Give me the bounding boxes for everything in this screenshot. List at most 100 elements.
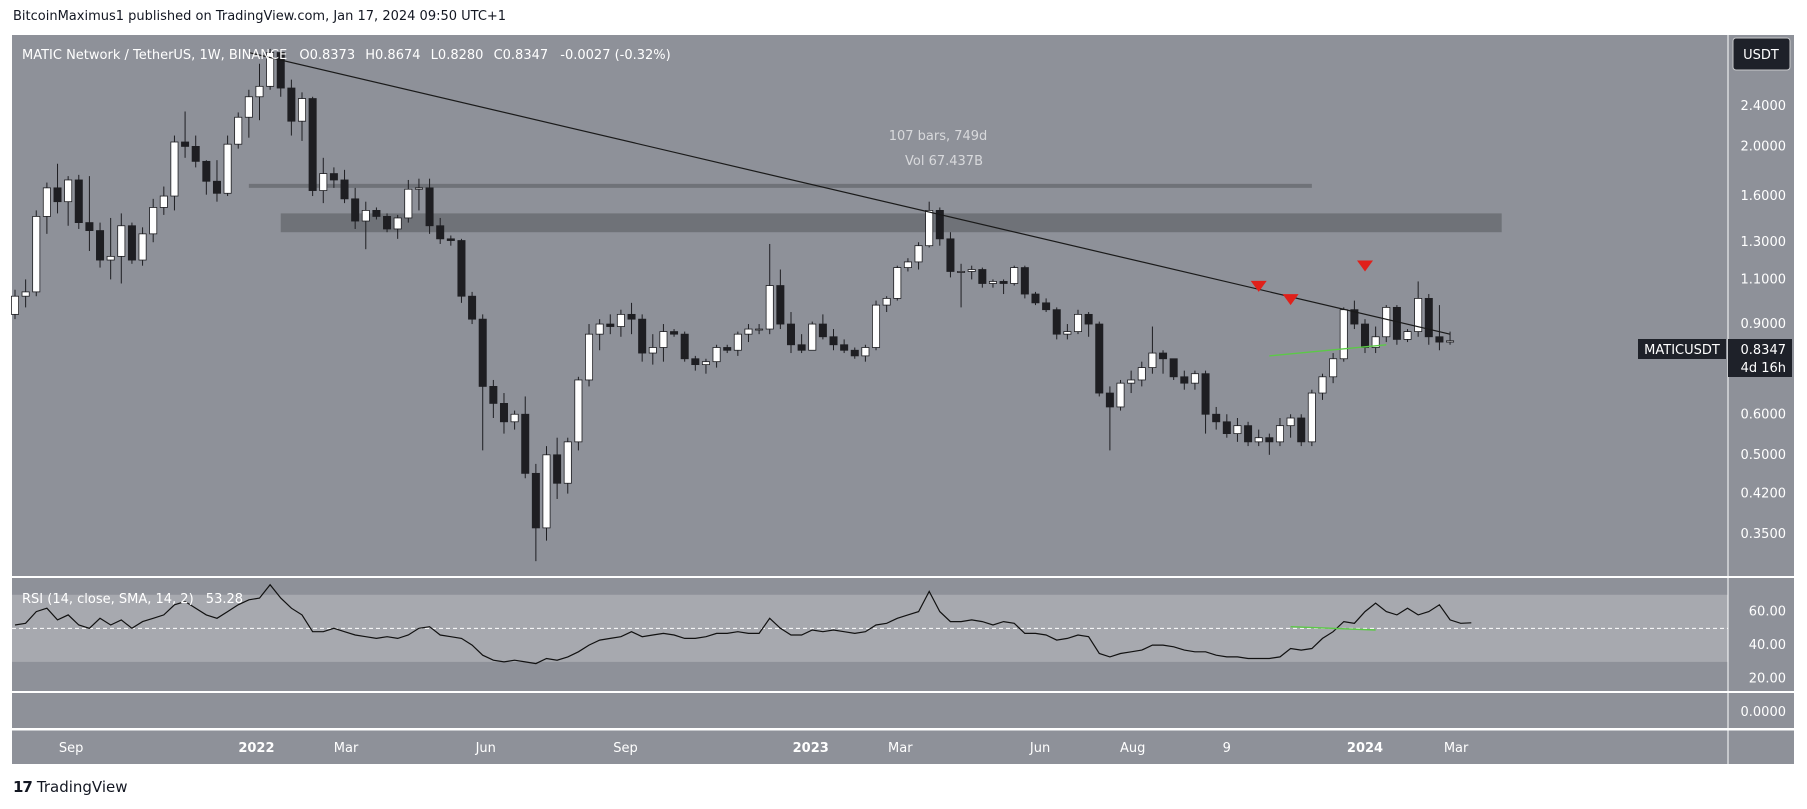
candle-body xyxy=(53,187,62,203)
time-axis-tick: 9 xyxy=(1223,741,1231,756)
candle xyxy=(85,176,94,251)
currency-button[interactable]: USDT xyxy=(1732,37,1791,71)
time-axis[interactable] xyxy=(12,730,1728,764)
candle xyxy=(818,314,827,340)
price-axis-tick: 0.5000 xyxy=(1741,448,1787,463)
candle-body xyxy=(797,344,806,351)
candle-body xyxy=(1201,373,1210,415)
candle xyxy=(436,217,445,244)
candle-body xyxy=(1020,267,1029,295)
price-axis[interactable] xyxy=(1728,35,1794,576)
candle-body xyxy=(170,141,179,197)
candle-body xyxy=(276,52,285,89)
price-pane[interactable] xyxy=(12,35,1728,576)
candle-body xyxy=(691,358,700,366)
candle-body xyxy=(712,347,721,363)
time-axis-tick: 2024 xyxy=(1347,741,1383,756)
candle xyxy=(606,314,615,335)
candle xyxy=(1233,417,1242,442)
time-axis-tick: Mar xyxy=(888,741,913,756)
tradingview-logo-icon: 17 xyxy=(13,778,33,796)
candle-body xyxy=(42,187,51,217)
tradingview-logo[interactable]: 17 TradingView xyxy=(13,778,128,796)
candle-body xyxy=(553,454,562,484)
signal-arrow-icon xyxy=(1250,280,1267,292)
candle-body xyxy=(1275,425,1284,443)
price-axis-tick: 2.4000 xyxy=(1741,99,1787,114)
candle-body xyxy=(988,281,997,284)
candle xyxy=(329,167,338,188)
candle-body xyxy=(1265,437,1274,443)
candle-body xyxy=(1159,352,1168,360)
candle-body xyxy=(1127,379,1136,384)
candle xyxy=(531,463,540,562)
candle xyxy=(659,324,668,362)
price-axis-tick: 0.6000 xyxy=(1741,407,1787,422)
candle xyxy=(914,242,923,270)
signal-arrow-icon xyxy=(1357,260,1374,272)
candle xyxy=(616,309,625,337)
tradingview-brand: TradingView xyxy=(36,778,128,796)
candle xyxy=(159,186,168,215)
candle xyxy=(712,344,721,368)
candle-body xyxy=(212,180,221,194)
candle-body xyxy=(298,98,307,122)
candle-body xyxy=(1350,309,1359,325)
candle-body xyxy=(542,454,551,529)
candle xyxy=(872,300,881,351)
candle xyxy=(223,135,232,197)
resistance-zone[interactable] xyxy=(280,213,1502,233)
candle xyxy=(988,279,997,288)
candle-body xyxy=(351,198,360,222)
resistance-zone[interactable] xyxy=(248,183,1312,188)
candle xyxy=(744,324,753,343)
candle xyxy=(468,291,477,325)
candle-body xyxy=(733,333,742,351)
change-value: -0.0027 (-0.32%) xyxy=(560,48,670,63)
price-tag-countdown: 4d 16h xyxy=(1741,361,1786,376)
candle xyxy=(627,302,636,335)
candle xyxy=(553,437,562,499)
signal-arrow-icon xyxy=(1282,294,1299,306)
price-tag: MATICUSDT 0.8347 4d 16h xyxy=(1638,339,1792,377)
candle-body xyxy=(191,146,200,162)
candle-body xyxy=(1010,267,1019,284)
candle-body xyxy=(1361,323,1370,348)
candle-body xyxy=(521,413,530,474)
candle-body xyxy=(786,323,795,346)
descending-trendline[interactable] xyxy=(248,51,1451,335)
candle xyxy=(276,48,285,97)
candle xyxy=(1254,429,1263,447)
rsi-axis-tick: 40.00 xyxy=(1749,638,1786,653)
candle-body xyxy=(840,344,849,351)
candle-body xyxy=(1318,376,1327,394)
candle-body xyxy=(978,269,987,284)
candle-body xyxy=(404,188,413,219)
rsi-axis-tick: 0.0000 xyxy=(1741,705,1787,720)
price-axis-tick: 2.0000 xyxy=(1741,139,1787,154)
candle-body xyxy=(1180,376,1189,384)
time-axis-tick: 2022 xyxy=(238,741,274,756)
candle xyxy=(1063,324,1072,340)
candle-body xyxy=(446,238,455,241)
candle xyxy=(755,324,764,335)
candle-body xyxy=(510,413,519,423)
candle-body xyxy=(361,210,370,222)
candle-body xyxy=(149,207,158,235)
candle-body xyxy=(627,313,636,320)
candle xyxy=(1212,406,1221,430)
low-label: L xyxy=(431,48,439,63)
price-support-line[interactable] xyxy=(1269,344,1387,357)
time-axis-tick: Jun xyxy=(1029,741,1050,756)
candle xyxy=(935,207,944,246)
measure-bars-label: 107 bars, 749d xyxy=(889,129,988,144)
candle xyxy=(1148,326,1157,374)
candle-body xyxy=(1244,425,1253,443)
candle-body xyxy=(1212,413,1221,423)
close-value: 0.8347 xyxy=(503,48,549,63)
candle-body xyxy=(383,216,392,230)
candle-body xyxy=(1392,306,1401,340)
candle-body xyxy=(255,85,264,98)
candle xyxy=(585,324,594,387)
